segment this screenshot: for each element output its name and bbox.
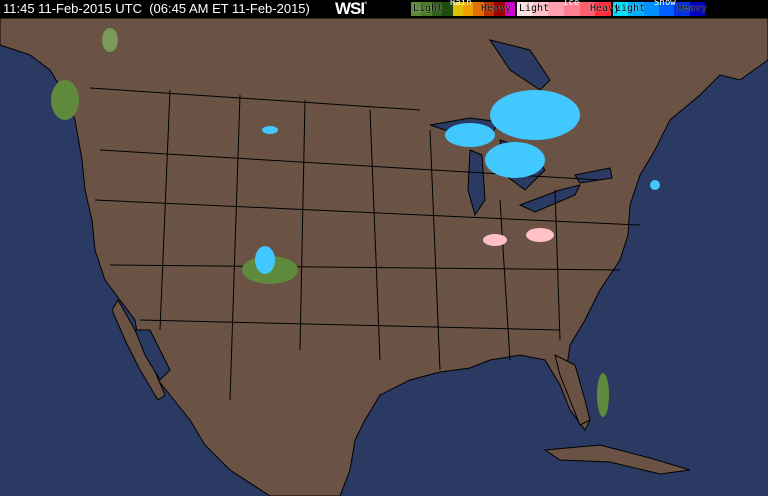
- legend-swatch: [442, 2, 453, 16]
- legend-swatch: [563, 2, 580, 16]
- state-borders: [89, 87, 641, 401]
- legend-swatch: [494, 2, 505, 16]
- legend-rain-heavy: Heavy: [481, 3, 512, 14]
- land-florida: [554, 354, 591, 426]
- legend-rain-light: Light: [413, 3, 444, 14]
- gulf-of-california: [134, 329, 171, 381]
- legend-rain-title: Rain: [450, 0, 472, 8]
- legend-snow-heavy: Heavy: [677, 3, 708, 14]
- legend-swatch: [462, 2, 474, 16]
- legend-swatch: [548, 2, 564, 16]
- legend-swatch: [613, 2, 629, 16]
- legend-swatch: [411, 2, 422, 16]
- legend-snow-title: Snow: [654, 0, 676, 8]
- timestamp: 11:45 11-Feb-2015 UTC (06:45 AM ET 11-Fe…: [3, 1, 310, 16]
- legend-swatch: [431, 2, 443, 16]
- legend-swatch: [517, 2, 533, 16]
- legend-rain: [411, 2, 515, 16]
- legend-swatch: [483, 2, 495, 16]
- legend-swatch: [532, 2, 549, 16]
- land-north-america: [0, 17, 768, 496]
- legend-swatch: [421, 2, 432, 16]
- legend-swatch: [689, 2, 705, 16]
- header-bar: 11:45 11-Feb-2015 UTC (06:45 AM ET 11-Fe…: [0, 0, 768, 18]
- land-cuba: [543, 444, 691, 475]
- legend-swatch: [452, 2, 463, 16]
- legend-snow: [613, 2, 705, 16]
- wsi-logo: WSI°: [335, 0, 367, 18]
- legend-swatch: [628, 2, 644, 16]
- legend-ice-heavy: Heavy: [590, 3, 621, 14]
- legend-snow-light: Light: [615, 3, 646, 14]
- legend-ice: [517, 2, 611, 16]
- legend-swatch: [595, 2, 611, 16]
- legend-ice-title: Ice: [563, 0, 580, 8]
- legend-swatch: [473, 2, 484, 16]
- legend-swatch: [658, 2, 675, 16]
- legend-ice-light: Light: [519, 3, 550, 14]
- legend-swatch: [504, 2, 515, 16]
- radar-echoes: [51, 28, 660, 417]
- legend-swatch: [643, 2, 659, 16]
- legend-swatch: [674, 2, 690, 16]
- legend-swatch: [579, 2, 596, 16]
